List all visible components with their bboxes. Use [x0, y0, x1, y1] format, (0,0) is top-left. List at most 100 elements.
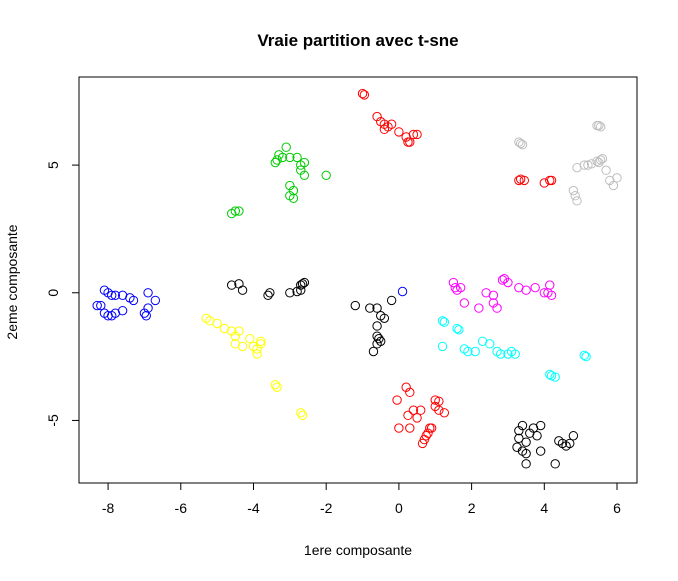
- data-point: [226, 280, 237, 290]
- data-point: [288, 193, 299, 203]
- data-point: [386, 295, 397, 306]
- data-point: [586, 159, 597, 169]
- data-point: [288, 185, 299, 196]
- data-point: [405, 137, 415, 147]
- data-point: [405, 423, 415, 433]
- data-point: [550, 372, 560, 382]
- data-point: [510, 349, 520, 359]
- data-point: [256, 339, 266, 349]
- data-point: [143, 288, 153, 298]
- data-point: [256, 336, 266, 346]
- data-point: [394, 423, 404, 433]
- data-point: [581, 351, 591, 362]
- data-point: [474, 303, 484, 313]
- y-axis: -5 0 5: [45, 161, 80, 427]
- x-tick-label: 4: [540, 500, 548, 516]
- data-point: [519, 175, 530, 186]
- data-point: [514, 425, 524, 436]
- data-point: [296, 408, 306, 418]
- data-point: [128, 295, 139, 306]
- data-point: [212, 318, 222, 329]
- data-point: [439, 317, 450, 327]
- plot-frame: [78, 76, 638, 484]
- data-point: [299, 170, 310, 181]
- data-point: [517, 139, 528, 150]
- data-point: [265, 288, 275, 298]
- data-point: [554, 436, 564, 446]
- data-point: [595, 122, 606, 132]
- data-point: [535, 420, 546, 431]
- data-point: [297, 279, 308, 289]
- y-axis-label: 2eme composante: [4, 224, 20, 339]
- data-point: [237, 341, 248, 352]
- chart-title: Vraie partition avec t-sne: [257, 31, 458, 50]
- data-point: [237, 285, 248, 295]
- x-tick-label: -8: [102, 500, 115, 516]
- data-point: [234, 206, 244, 216]
- data-point: [139, 308, 150, 318]
- data-point: [372, 321, 382, 331]
- data-point: [608, 180, 619, 191]
- data-point: [150, 295, 161, 306]
- data-point: [568, 431, 579, 441]
- data-point: [497, 275, 508, 285]
- data-point: [426, 423, 437, 433]
- data-point: [372, 303, 382, 313]
- data-point: [372, 111, 382, 122]
- data-point: [394, 127, 404, 137]
- data-point: [234, 326, 244, 336]
- data-point: [270, 157, 280, 168]
- data-point: [263, 290, 273, 301]
- data-point: [545, 175, 555, 186]
- data-point: [296, 285, 306, 295]
- data-point: [535, 446, 546, 456]
- data-point: [439, 408, 450, 418]
- data-point: [532, 431, 542, 441]
- data-point: [350, 300, 360, 311]
- data-point: [141, 311, 151, 321]
- data-point: [252, 349, 262, 359]
- data-point: [357, 88, 368, 99]
- data-point: [514, 175, 524, 186]
- data-point: [270, 379, 280, 390]
- data-point: [579, 160, 589, 170]
- data-point: [612, 173, 622, 183]
- y-tick-label: -5: [45, 414, 61, 427]
- data-point: [272, 155, 282, 165]
- data-point: [277, 152, 288, 163]
- x-tick-label: 6: [613, 500, 621, 516]
- y-tick-label: 0: [45, 289, 61, 297]
- data-point: [412, 413, 422, 423]
- data-point: [455, 282, 466, 293]
- data-point: [321, 170, 331, 181]
- data-point: [515, 138, 526, 149]
- data-point: [437, 341, 448, 352]
- data-point: [450, 282, 460, 293]
- data-point: [297, 410, 308, 421]
- data-point: [299, 157, 310, 168]
- data-point: [92, 300, 102, 311]
- x-tick-label: -6: [175, 500, 188, 516]
- data-point: [546, 290, 557, 301]
- data-point: [281, 142, 291, 152]
- data-point: [110, 290, 121, 301]
- data-point: [579, 350, 589, 361]
- data-point: [503, 277, 513, 288]
- data-point: [492, 303, 502, 313]
- data-point: [117, 305, 128, 316]
- data-point: [521, 437, 531, 447]
- data-point: [285, 288, 295, 298]
- data-point: [437, 316, 448, 326]
- data-point: [379, 124, 390, 135]
- data-point: [521, 459, 531, 469]
- data-point: [272, 382, 282, 392]
- data-point: [485, 339, 495, 349]
- data-point: [488, 290, 499, 301]
- x-tick-label: -2: [320, 500, 333, 516]
- data-point: [285, 180, 295, 191]
- data-point: [245, 334, 255, 344]
- data-point: [550, 459, 560, 469]
- x-tick-label: -4: [247, 500, 260, 516]
- data-point: [230, 331, 241, 341]
